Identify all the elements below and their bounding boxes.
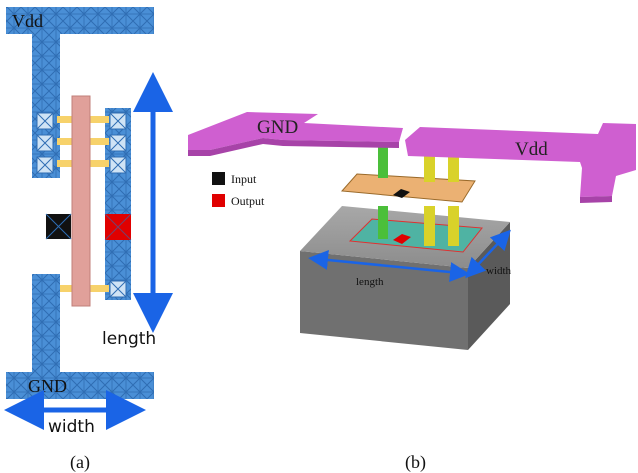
gnd-label-a: GND: [28, 376, 67, 396]
legend-output-swatch: [212, 194, 225, 207]
via-green-lower: [378, 206, 388, 239]
legend-output-label: Output: [231, 194, 265, 208]
legend-input-swatch: [212, 172, 225, 185]
caption-b: (b): [405, 452, 426, 473]
width-label-a: width: [48, 417, 95, 437]
via-green-upper: [378, 144, 388, 178]
vdd-label-b: Vdd: [515, 139, 548, 160]
panel-a-layout: Vdd GND length width (a): [6, 7, 156, 473]
poly-gate: [72, 96, 90, 306]
length-label-b: length: [356, 276, 384, 288]
left-top-metal: [32, 34, 60, 108]
via-yellow-lower-1: [424, 206, 435, 246]
legend-input-label: Input: [231, 172, 257, 186]
via-yellow-lower-2: [448, 206, 459, 246]
left-lower-diffusion: [32, 274, 60, 372]
vdd-label-a: Vdd: [12, 11, 43, 31]
length-label-a: length: [102, 329, 156, 349]
caption-a: (a): [70, 452, 90, 473]
gnd-label-b: GND: [257, 117, 298, 138]
panel-b-3d: length width GND Vdd Input Output (b): [188, 112, 636, 473]
width-label-b: width: [486, 265, 512, 277]
